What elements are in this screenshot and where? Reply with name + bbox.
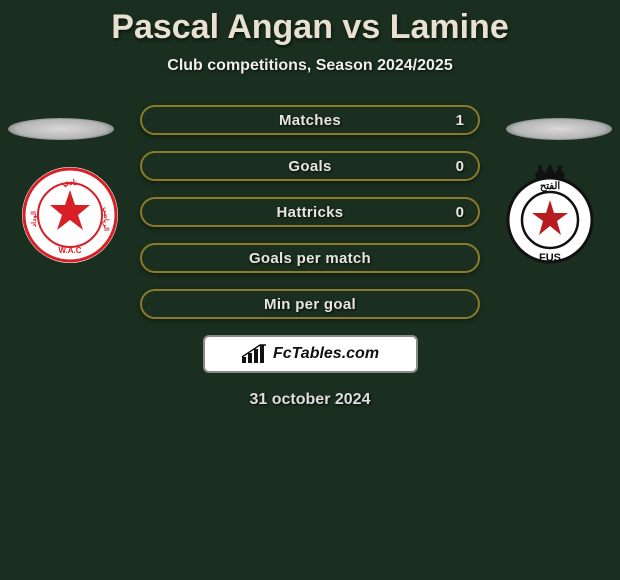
page-subtitle: Club competitions, Season 2024/2025: [0, 57, 620, 75]
comparison-panel: نادي W.A.C الوداد الرياضي الفتح FUS Matc…: [0, 105, 620, 409]
stat-row-mpg: Min per goal: [140, 289, 480, 319]
svg-text:FUS: FUS: [539, 252, 561, 264]
svg-text:نادي: نادي: [63, 178, 78, 188]
svg-text:الرياضي: الرياضي: [101, 207, 110, 231]
stat-label: Goals: [288, 158, 331, 175]
club-crest-left: نادي W.A.C الوداد الرياضي: [20, 165, 120, 265]
stat-label: Min per goal: [264, 296, 356, 313]
stat-label: Hattricks: [277, 204, 344, 221]
stat-label: Matches: [279, 112, 341, 129]
comparison-date: 31 october 2024: [0, 391, 620, 409]
stat-label: Goals per match: [249, 250, 371, 267]
svg-text:W.A.C: W.A.C: [58, 246, 81, 255]
svg-text:الوداد: الوداد: [30, 211, 38, 227]
stat-row-gpm: Goals per match: [140, 243, 480, 273]
club-crest-right: الفتح FUS: [500, 165, 600, 265]
footer-site-name: FcTables.com: [273, 345, 379, 363]
stat-right-value: 0: [456, 158, 464, 175]
stat-row-goals: Goals 0: [140, 151, 480, 181]
shadow-ellipse-left: [8, 118, 114, 140]
stat-right-value: 1: [456, 112, 464, 129]
shadow-ellipse-right: [506, 118, 612, 140]
svg-text:الفتح: الفتح: [540, 181, 561, 192]
stat-right-value: 0: [456, 204, 464, 221]
stat-row-hattricks: Hattricks 0: [140, 197, 480, 227]
page-title: Pascal Angan vs Lamine: [0, 0, 620, 47]
footer-attribution: FcTables.com: [203, 335, 418, 373]
stat-row-matches: Matches 1: [140, 105, 480, 135]
bar-chart-icon: [241, 344, 267, 364]
stats-list: Matches 1 Goals 0 Hattricks 0 Goals per …: [140, 105, 480, 319]
